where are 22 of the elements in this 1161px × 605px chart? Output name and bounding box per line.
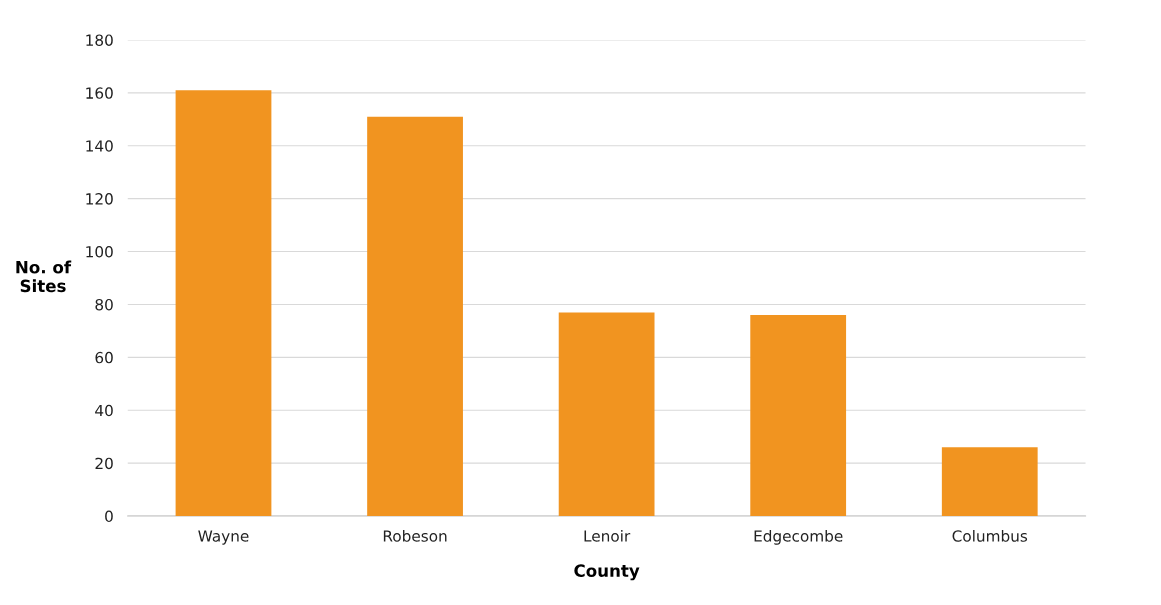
- y-tick-label: 20: [95, 457, 113, 470]
- bar: [175, 90, 272, 517]
- bar: [558, 312, 655, 517]
- y-tick-label: 80: [95, 298, 113, 311]
- bar: [941, 447, 1038, 517]
- x-tick-label: Lenoir: [584, 529, 631, 542]
- y-tick-label: 0: [105, 510, 113, 523]
- y-axis-title: No. of Sites: [16, 260, 72, 293]
- y-tick-label: 180: [86, 34, 113, 46]
- bar: [750, 315, 847, 517]
- x-tick-label: Edgecombe: [754, 529, 843, 545]
- y-tick-label: 160: [86, 87, 113, 99]
- y-tick-label: 60: [95, 351, 113, 364]
- x-tick-label: Wayne: [198, 530, 249, 545]
- bar: [367, 116, 463, 517]
- x-tick-label: Columbus: [952, 529, 1028, 542]
- y-tick-label: 100: [86, 246, 113, 258]
- x-axis-title: County: [574, 564, 640, 581]
- y-tick-label: 140: [86, 140, 113, 152]
- y-tick-label: 40: [95, 404, 113, 417]
- y-tick-label: 120: [86, 193, 113, 205]
- x-tick-label: Robeson: [383, 529, 447, 542]
